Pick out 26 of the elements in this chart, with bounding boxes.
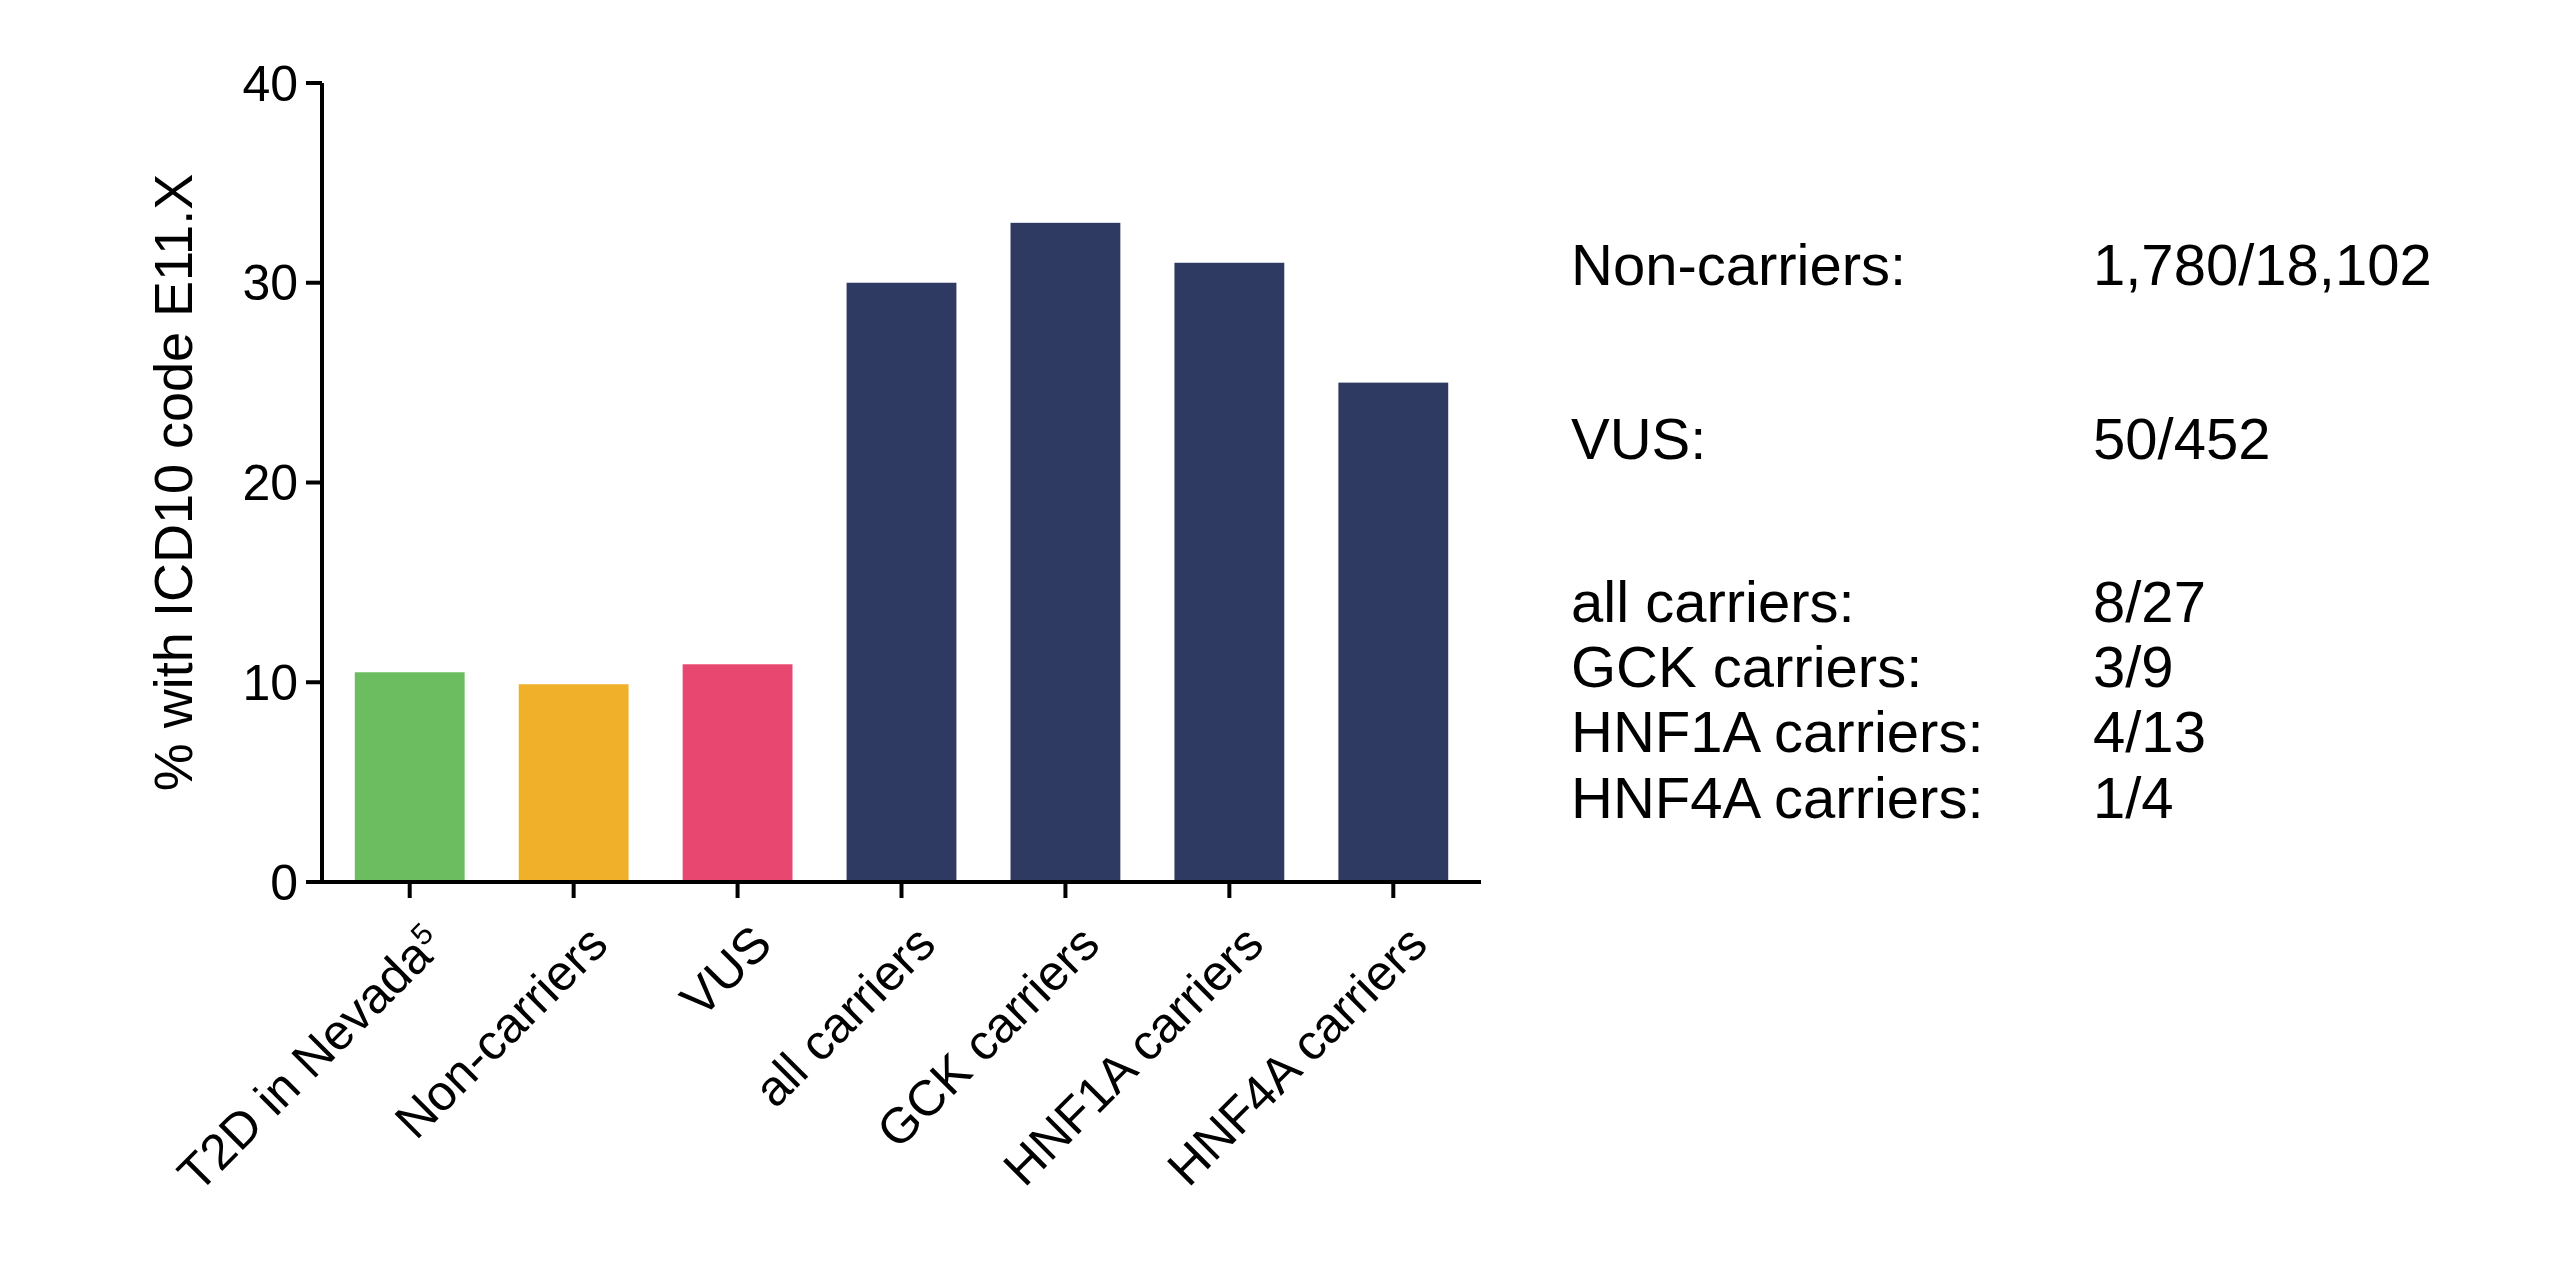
y-tick-label: 30 — [242, 255, 298, 312]
bar — [1010, 222, 1121, 882]
text: 1,780/18,102 — [2093, 232, 2432, 298]
text: 1/4 — [2093, 765, 2174, 831]
y-tick-label: 10 — [242, 654, 298, 711]
bar — [1338, 382, 1449, 882]
bar — [846, 282, 957, 882]
x-tick-label: VUS — [669, 914, 783, 1028]
bar — [1174, 262, 1285, 882]
y-tick-label: 0 — [270, 854, 298, 911]
bar — [518, 684, 629, 882]
text: VUS: — [1571, 406, 1707, 472]
text: GCK carriers: — [1571, 634, 1923, 700]
text: all carriers: — [1571, 569, 1855, 635]
bar — [682, 664, 793, 882]
y-axis-title: % with ICD10 code E11.X — [143, 173, 203, 792]
bar — [354, 672, 465, 882]
text: 50/452 — [2093, 406, 2271, 472]
y-tick-label: 40 — [242, 55, 298, 112]
y-tick-label: 20 — [242, 455, 298, 511]
text: 3/9 — [2093, 634, 2174, 700]
text: 4/13 — [2093, 699, 2206, 765]
text: HNF1A carriers: — [1571, 699, 1984, 765]
text: HNF4A carriers: — [1571, 765, 1984, 831]
text: Non-carriers: — [1571, 232, 1907, 298]
text: 8/27 — [2093, 569, 2206, 635]
